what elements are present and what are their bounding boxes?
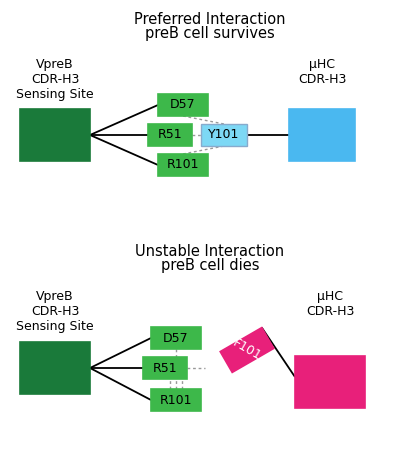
FancyBboxPatch shape	[151, 327, 201, 349]
Text: VpreB
CDR-H3
Sensing Site: VpreB CDR-H3 Sensing Site	[16, 290, 94, 333]
Text: R51: R51	[153, 362, 177, 375]
Text: Unstable Interaction: Unstable Interaction	[136, 244, 284, 259]
FancyBboxPatch shape	[158, 94, 208, 116]
FancyBboxPatch shape	[151, 389, 201, 411]
Text: R51: R51	[158, 129, 182, 142]
FancyBboxPatch shape	[143, 357, 187, 379]
Text: Y101: Y101	[208, 129, 240, 142]
Text: Preferred Interaction: Preferred Interaction	[134, 12, 286, 27]
Text: R101: R101	[167, 158, 199, 171]
Text: F101: F101	[230, 336, 264, 363]
FancyBboxPatch shape	[201, 124, 247, 146]
Text: preB cell survives: preB cell survives	[145, 26, 275, 41]
Text: R101: R101	[160, 393, 192, 406]
FancyBboxPatch shape	[295, 356, 365, 408]
Text: preB cell dies: preB cell dies	[161, 258, 259, 273]
Text: μHC
CDR-H3: μHC CDR-H3	[306, 290, 354, 318]
FancyBboxPatch shape	[148, 124, 192, 146]
Text: μHC
CDR-H3: μHC CDR-H3	[298, 58, 346, 86]
Text: VpreB
CDR-H3
Sensing Site: VpreB CDR-H3 Sensing Site	[16, 58, 94, 101]
FancyBboxPatch shape	[220, 328, 274, 372]
FancyBboxPatch shape	[158, 154, 208, 176]
FancyBboxPatch shape	[20, 342, 90, 394]
FancyBboxPatch shape	[289, 109, 355, 161]
FancyBboxPatch shape	[20, 109, 90, 161]
Text: D57: D57	[170, 98, 196, 111]
Text: D57: D57	[163, 331, 189, 344]
